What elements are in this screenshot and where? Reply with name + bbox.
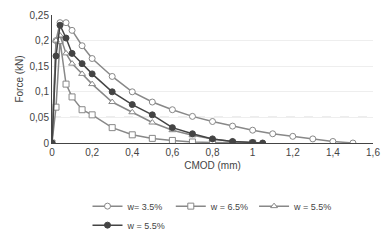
svg-text:Force (kN): Force (kN)	[14, 55, 25, 102]
svg-text:0,2: 0,2	[85, 147, 99, 158]
svg-text:0,1: 0,1	[35, 86, 49, 97]
svg-text:0,05: 0,05	[30, 112, 50, 123]
svg-text:0,2: 0,2	[35, 35, 49, 46]
svg-text:0: 0	[49, 147, 55, 158]
svg-text:0,15: 0,15	[30, 61, 50, 72]
svg-text:0,25: 0,25	[30, 10, 50, 21]
svg-text:1: 1	[250, 147, 256, 158]
svg-text:0: 0	[43, 138, 49, 149]
svg-text:1,4: 1,4	[326, 147, 340, 158]
svg-text:CMOD (mm): CMOD (mm)	[184, 160, 241, 171]
svg-text:w= 3.5%: w= 3.5%	[127, 202, 163, 212]
svg-text:0,6: 0,6	[165, 147, 179, 158]
svg-text:0,4: 0,4	[125, 147, 139, 158]
svg-text:1,2: 1,2	[286, 147, 300, 158]
svg-text:0,8: 0,8	[206, 147, 220, 158]
svg-text:w = 5.5%: w = 5.5%	[293, 202, 331, 212]
svg-text:w = 5.5%: w = 5.5%	[127, 221, 165, 231]
svg-text:1,6: 1,6	[366, 147, 380, 158]
svg-text:w = 6.5%: w = 6.5%	[210, 202, 248, 212]
